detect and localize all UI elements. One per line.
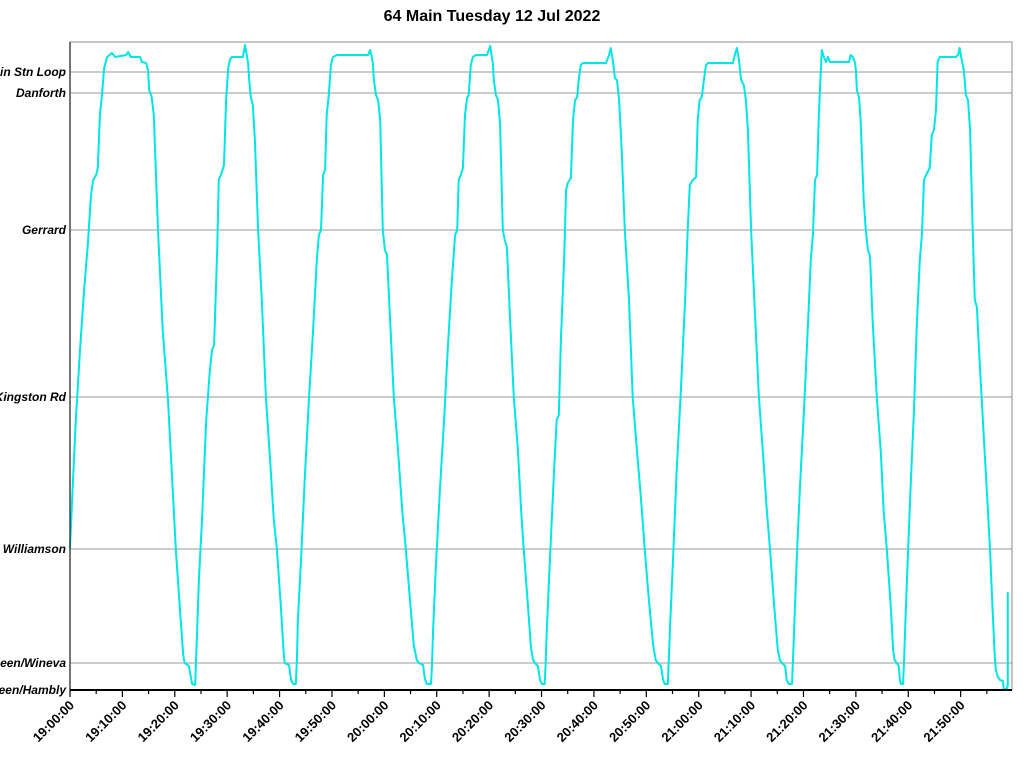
y-axis-label-queen-wineva: Queen/Wineva xyxy=(0,656,66,670)
x-axis-label: 20:20:00 xyxy=(449,698,496,745)
x-axis-label: 19:30:00 xyxy=(187,698,234,745)
y-axis-label-main-stn-loop: Main Stn Loop xyxy=(0,65,66,79)
x-axis-label: 19:40:00 xyxy=(239,698,286,745)
chart-title: 64 Main Tuesday 12 Jul 2022 xyxy=(383,8,601,25)
y-axis-label-gerrard: Gerrard xyxy=(22,223,67,237)
x-axis-label: 21:40:00 xyxy=(868,698,915,745)
x-axis-label: 19:20:00 xyxy=(134,698,181,745)
y-axis-label-williamson: Williamson xyxy=(3,542,66,556)
x-axis-label: 21:30:00 xyxy=(816,698,863,745)
x-axis-label: 21:10:00 xyxy=(711,698,758,745)
x-axis-label: 21:20:00 xyxy=(763,698,810,745)
y-axis-label-kingston-rd: Kingston Rd xyxy=(0,390,67,404)
x-axis-label: 20:00:00 xyxy=(344,698,391,745)
x-axis-label: 20:30:00 xyxy=(501,698,548,745)
x-axis-label: 20:50:00 xyxy=(606,698,653,745)
y-axis-label-queen-hambly: Queen/Hambly xyxy=(0,683,67,697)
x-axis-label: 21:50:00 xyxy=(920,698,967,745)
x-axis-label: 21:00:00 xyxy=(658,698,705,745)
vehicle-trajectory-line xyxy=(69,44,1009,690)
x-axis-label: 19:10:00 xyxy=(82,698,129,745)
x-axis-label: 20:10:00 xyxy=(396,698,443,745)
y-axis-label-danforth: Danforth xyxy=(16,86,66,100)
x-axis-label: 20:40:00 xyxy=(554,698,601,745)
x-axis-label: 19:00:00 xyxy=(30,698,77,745)
x-axis-label: 19:50:00 xyxy=(292,698,339,745)
